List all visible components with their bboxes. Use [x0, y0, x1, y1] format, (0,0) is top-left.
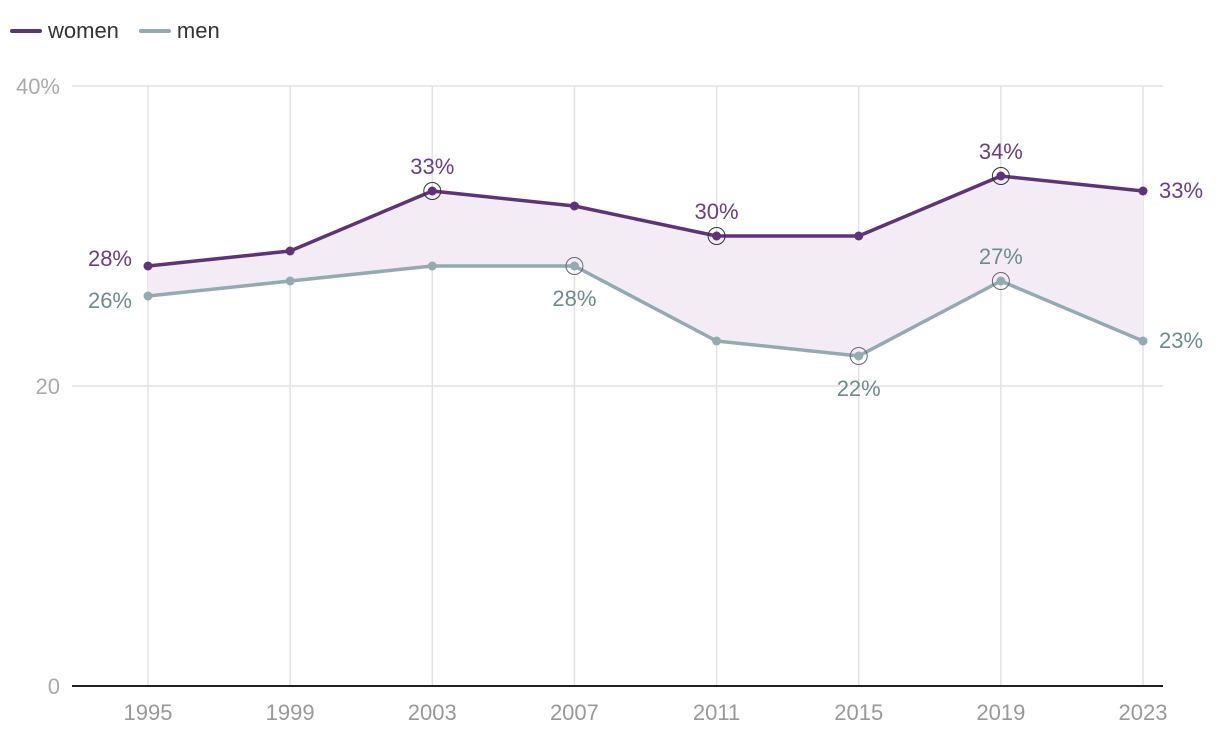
data-label: 27%: [979, 244, 1023, 269]
y-tick-label: 0: [48, 674, 60, 699]
point: [285, 246, 295, 256]
data-label: 33%: [1159, 178, 1203, 203]
highlight-ring: [423, 182, 442, 200]
point: [996, 171, 1006, 181]
highlight-ring: [707, 227, 726, 245]
point: [143, 291, 153, 301]
data-label: 28%: [552, 286, 596, 311]
point: [569, 201, 579, 211]
point: [712, 231, 722, 241]
data-label: 22%: [837, 376, 881, 401]
point: [996, 276, 1006, 286]
x-tick-label: 2007: [550, 700, 599, 725]
series-line: [147, 264, 1144, 358]
series-line: [147, 174, 1144, 268]
x-tick-label: 2019: [976, 700, 1025, 725]
point: [854, 231, 864, 241]
x-tick-label: 1999: [266, 700, 315, 725]
data-label: 28%: [88, 246, 132, 271]
highlight-ring: [991, 167, 1010, 185]
highlight-ring: [849, 347, 868, 365]
point: [285, 276, 295, 286]
x-tick-label: 2003: [408, 700, 457, 725]
point: [854, 351, 864, 361]
data-label: 33%: [410, 154, 454, 179]
x-tick-label: 2023: [1119, 700, 1168, 725]
point: [712, 336, 722, 346]
point: [427, 261, 437, 271]
legend-label: men: [177, 18, 220, 43]
data-label: 23%: [1159, 328, 1203, 353]
x-tick-label: 2015: [834, 700, 883, 725]
point: [143, 261, 153, 271]
data-label: 26%: [88, 288, 132, 313]
x-tick-label: 1995: [124, 700, 173, 725]
data-label: 34%: [979, 139, 1023, 164]
highlight-ring: [565, 257, 584, 275]
point: [1138, 336, 1148, 346]
point: [1138, 186, 1148, 196]
highlight-ring: [991, 272, 1010, 290]
y-tick-label: 40%: [16, 74, 60, 99]
x-tick-label: 2011: [693, 700, 740, 725]
legend-label: women: [47, 18, 119, 43]
y-tick-label: 20: [36, 374, 60, 399]
point: [427, 186, 437, 196]
data-label: 30%: [695, 199, 739, 224]
point: [569, 261, 579, 271]
